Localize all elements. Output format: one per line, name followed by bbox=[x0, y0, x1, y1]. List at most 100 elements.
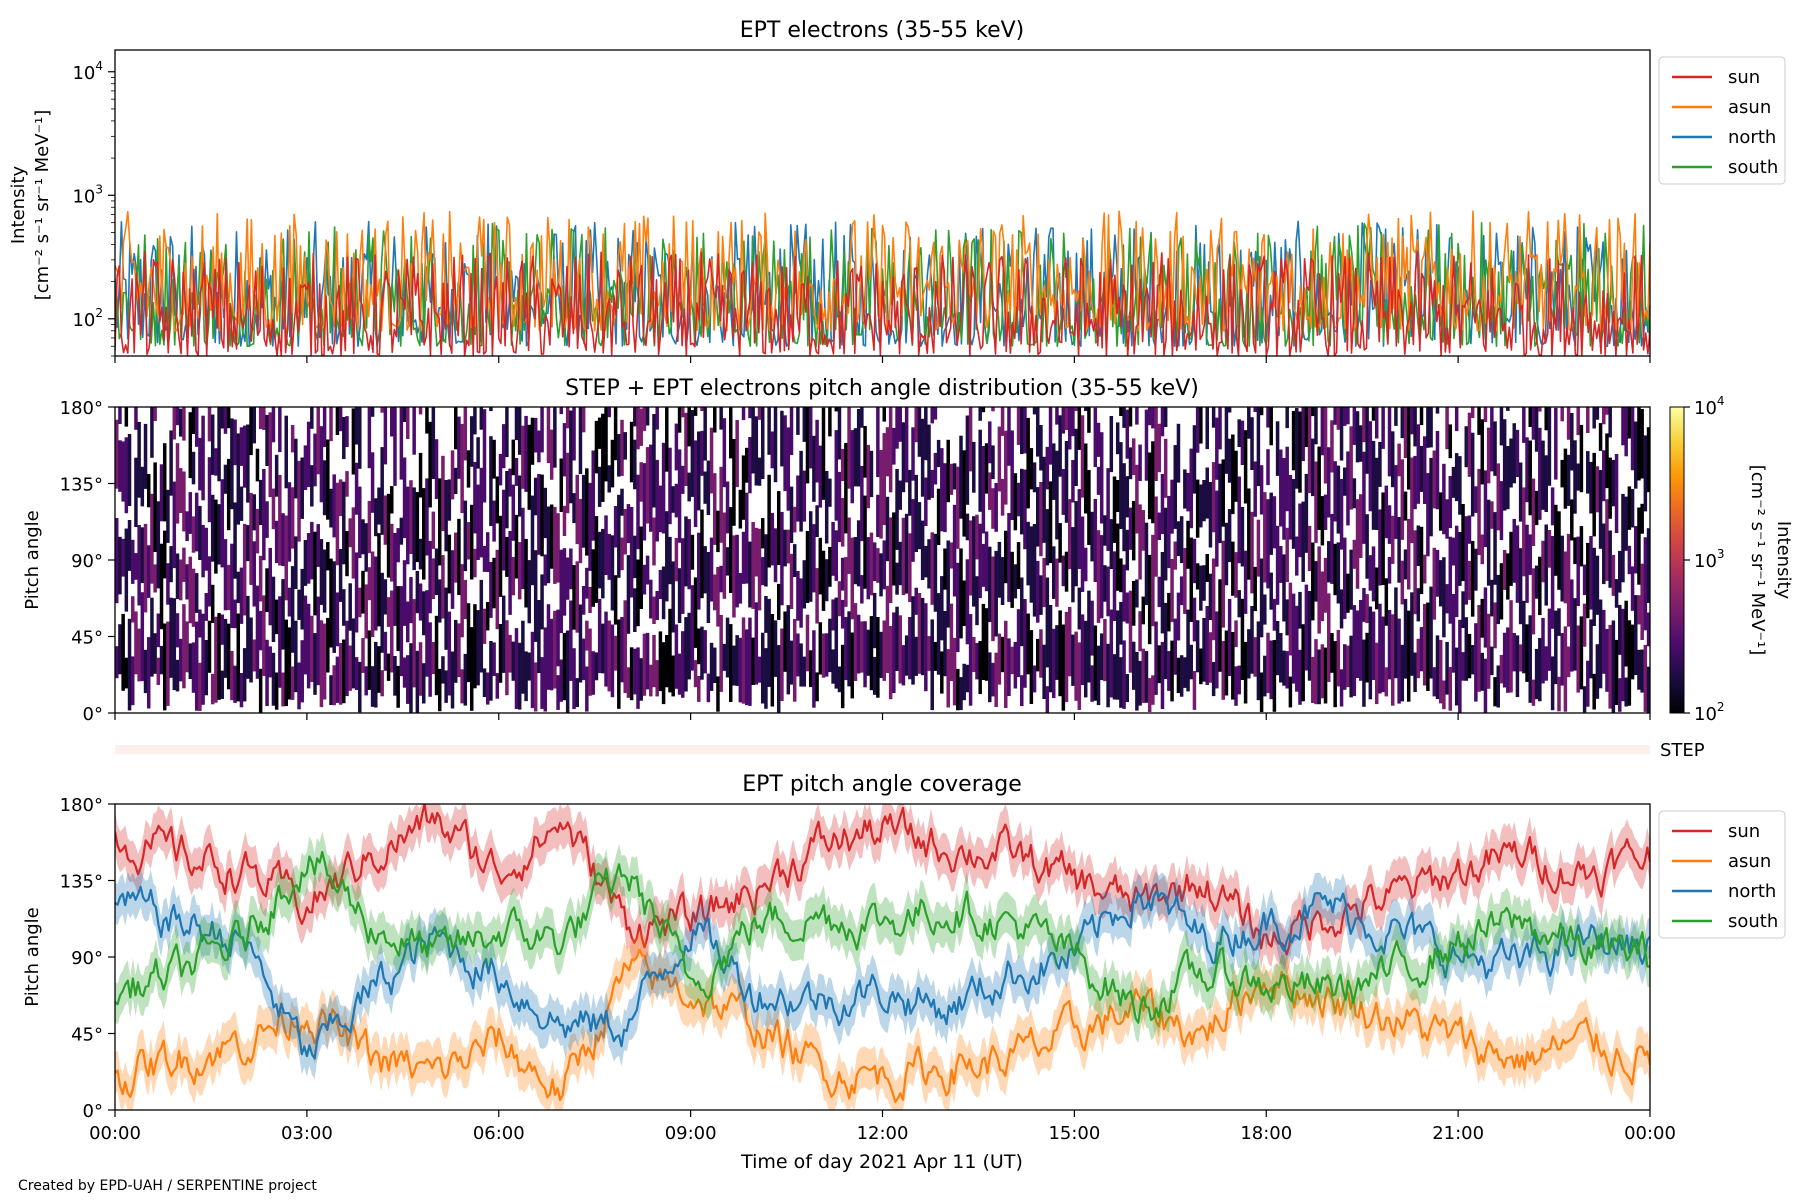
pad-cell bbox=[143, 523, 148, 613]
pad-cell bbox=[1483, 407, 1488, 423]
pad-cell bbox=[655, 660, 659, 697]
pad-cell bbox=[434, 615, 439, 696]
pad-cell bbox=[437, 668, 442, 712]
panel2-title: STEP + EPT electrons pitch angle distrib… bbox=[565, 376, 1199, 401]
pad-cell bbox=[764, 648, 768, 709]
pad-cell bbox=[786, 605, 791, 695]
pad-cell bbox=[1538, 556, 1542, 616]
pad-cell bbox=[994, 550, 998, 637]
pad-cell bbox=[591, 450, 595, 541]
pad-cell bbox=[1039, 575, 1043, 615]
pad-cell bbox=[1522, 487, 1526, 577]
pad-cell bbox=[796, 571, 800, 621]
pad-cell bbox=[776, 645, 781, 713]
pad-cell bbox=[1579, 616, 1584, 690]
y-tick-label: 45° bbox=[71, 1025, 103, 1046]
pad-cell bbox=[613, 635, 618, 671]
pad-cell bbox=[374, 556, 378, 631]
pad-cell bbox=[636, 474, 640, 550]
pad-cell bbox=[1147, 554, 1152, 645]
pad-cell bbox=[1048, 605, 1053, 693]
pad-cell bbox=[815, 568, 819, 624]
pad-cell bbox=[1573, 440, 1577, 514]
pad-cell bbox=[533, 477, 538, 516]
pad-cell bbox=[1499, 563, 1504, 620]
pad-cell bbox=[1122, 564, 1126, 622]
pad-cell bbox=[1135, 464, 1139, 534]
pad-cell bbox=[172, 598, 177, 691]
pad-cell bbox=[1528, 534, 1532, 575]
pad-cell bbox=[1266, 407, 1270, 428]
pad-cell bbox=[1474, 486, 1478, 513]
pad-cell bbox=[834, 530, 839, 581]
pad-cell bbox=[1352, 478, 1357, 509]
pad-cell bbox=[169, 430, 173, 496]
pad-cell bbox=[1515, 429, 1520, 477]
pad-cell bbox=[1099, 535, 1104, 619]
pad-cell bbox=[597, 598, 602, 674]
pad-cell bbox=[936, 439, 941, 468]
pad-cell bbox=[162, 530, 167, 579]
pad-cell bbox=[639, 658, 643, 701]
pad-cell bbox=[828, 478, 832, 507]
x-tick-label: 12:00 bbox=[857, 1123, 909, 1144]
pad-cell bbox=[559, 407, 564, 415]
pad-cell bbox=[1448, 667, 1453, 711]
pad-cell bbox=[457, 623, 461, 678]
pad-cell bbox=[258, 479, 263, 525]
pad-cell bbox=[354, 407, 359, 445]
pad-cell bbox=[505, 471, 509, 529]
pad-cell bbox=[290, 487, 295, 549]
pad-cell bbox=[946, 540, 950, 628]
pad-cell bbox=[1256, 407, 1261, 487]
pad-cell bbox=[1499, 481, 1504, 541]
step-strip-label: STEP bbox=[1660, 740, 1705, 761]
pad-cell bbox=[585, 567, 589, 599]
pad-cell bbox=[655, 591, 659, 620]
pad-cell bbox=[1368, 421, 1373, 512]
pad-cell bbox=[543, 627, 548, 712]
pad-cell bbox=[1032, 524, 1037, 617]
pad-cell bbox=[412, 487, 416, 571]
pad-cell bbox=[175, 553, 180, 600]
pad-cell bbox=[1128, 590, 1133, 673]
pad-cell bbox=[1295, 605, 1299, 692]
pad-cell bbox=[1269, 640, 1273, 700]
pad-cell bbox=[681, 538, 685, 614]
pad-cell bbox=[517, 475, 522, 517]
pad-cell bbox=[265, 639, 269, 706]
pad-cell bbox=[1128, 447, 1133, 480]
pad-cell bbox=[658, 631, 663, 692]
pad-cell bbox=[210, 673, 215, 705]
pad-cell bbox=[716, 510, 720, 553]
pad-cell bbox=[367, 630, 372, 690]
pad-cell bbox=[524, 651, 528, 702]
pad-cell bbox=[313, 531, 317, 616]
pad-cell bbox=[719, 407, 723, 430]
pad-cell bbox=[1007, 407, 1011, 466]
pad-cell bbox=[1429, 586, 1433, 679]
pad-cell bbox=[124, 407, 129, 427]
pad-cell bbox=[1208, 632, 1213, 683]
pad-cell bbox=[1237, 590, 1241, 618]
pad-cell bbox=[361, 519, 365, 555]
pad-cell bbox=[1106, 468, 1110, 551]
pad-cell bbox=[968, 520, 973, 596]
pad-cell bbox=[1406, 610, 1411, 702]
pad-cell bbox=[1090, 600, 1094, 656]
pad-cell bbox=[1272, 640, 1277, 712]
pad-cell bbox=[374, 498, 378, 537]
pad-cell bbox=[1020, 407, 1024, 455]
pad-cell bbox=[1374, 407, 1379, 439]
pad-cell bbox=[370, 551, 375, 637]
pad-cell bbox=[1279, 633, 1283, 683]
pad-cell bbox=[1333, 461, 1337, 522]
pad-cell bbox=[319, 620, 324, 708]
pad-cell bbox=[1557, 608, 1561, 636]
pad-cell bbox=[543, 554, 548, 586]
pad-cell bbox=[1176, 657, 1181, 694]
pad-cell bbox=[1317, 546, 1321, 634]
pad-cell bbox=[322, 549, 327, 613]
y-tick-label: 102 bbox=[72, 306, 103, 331]
